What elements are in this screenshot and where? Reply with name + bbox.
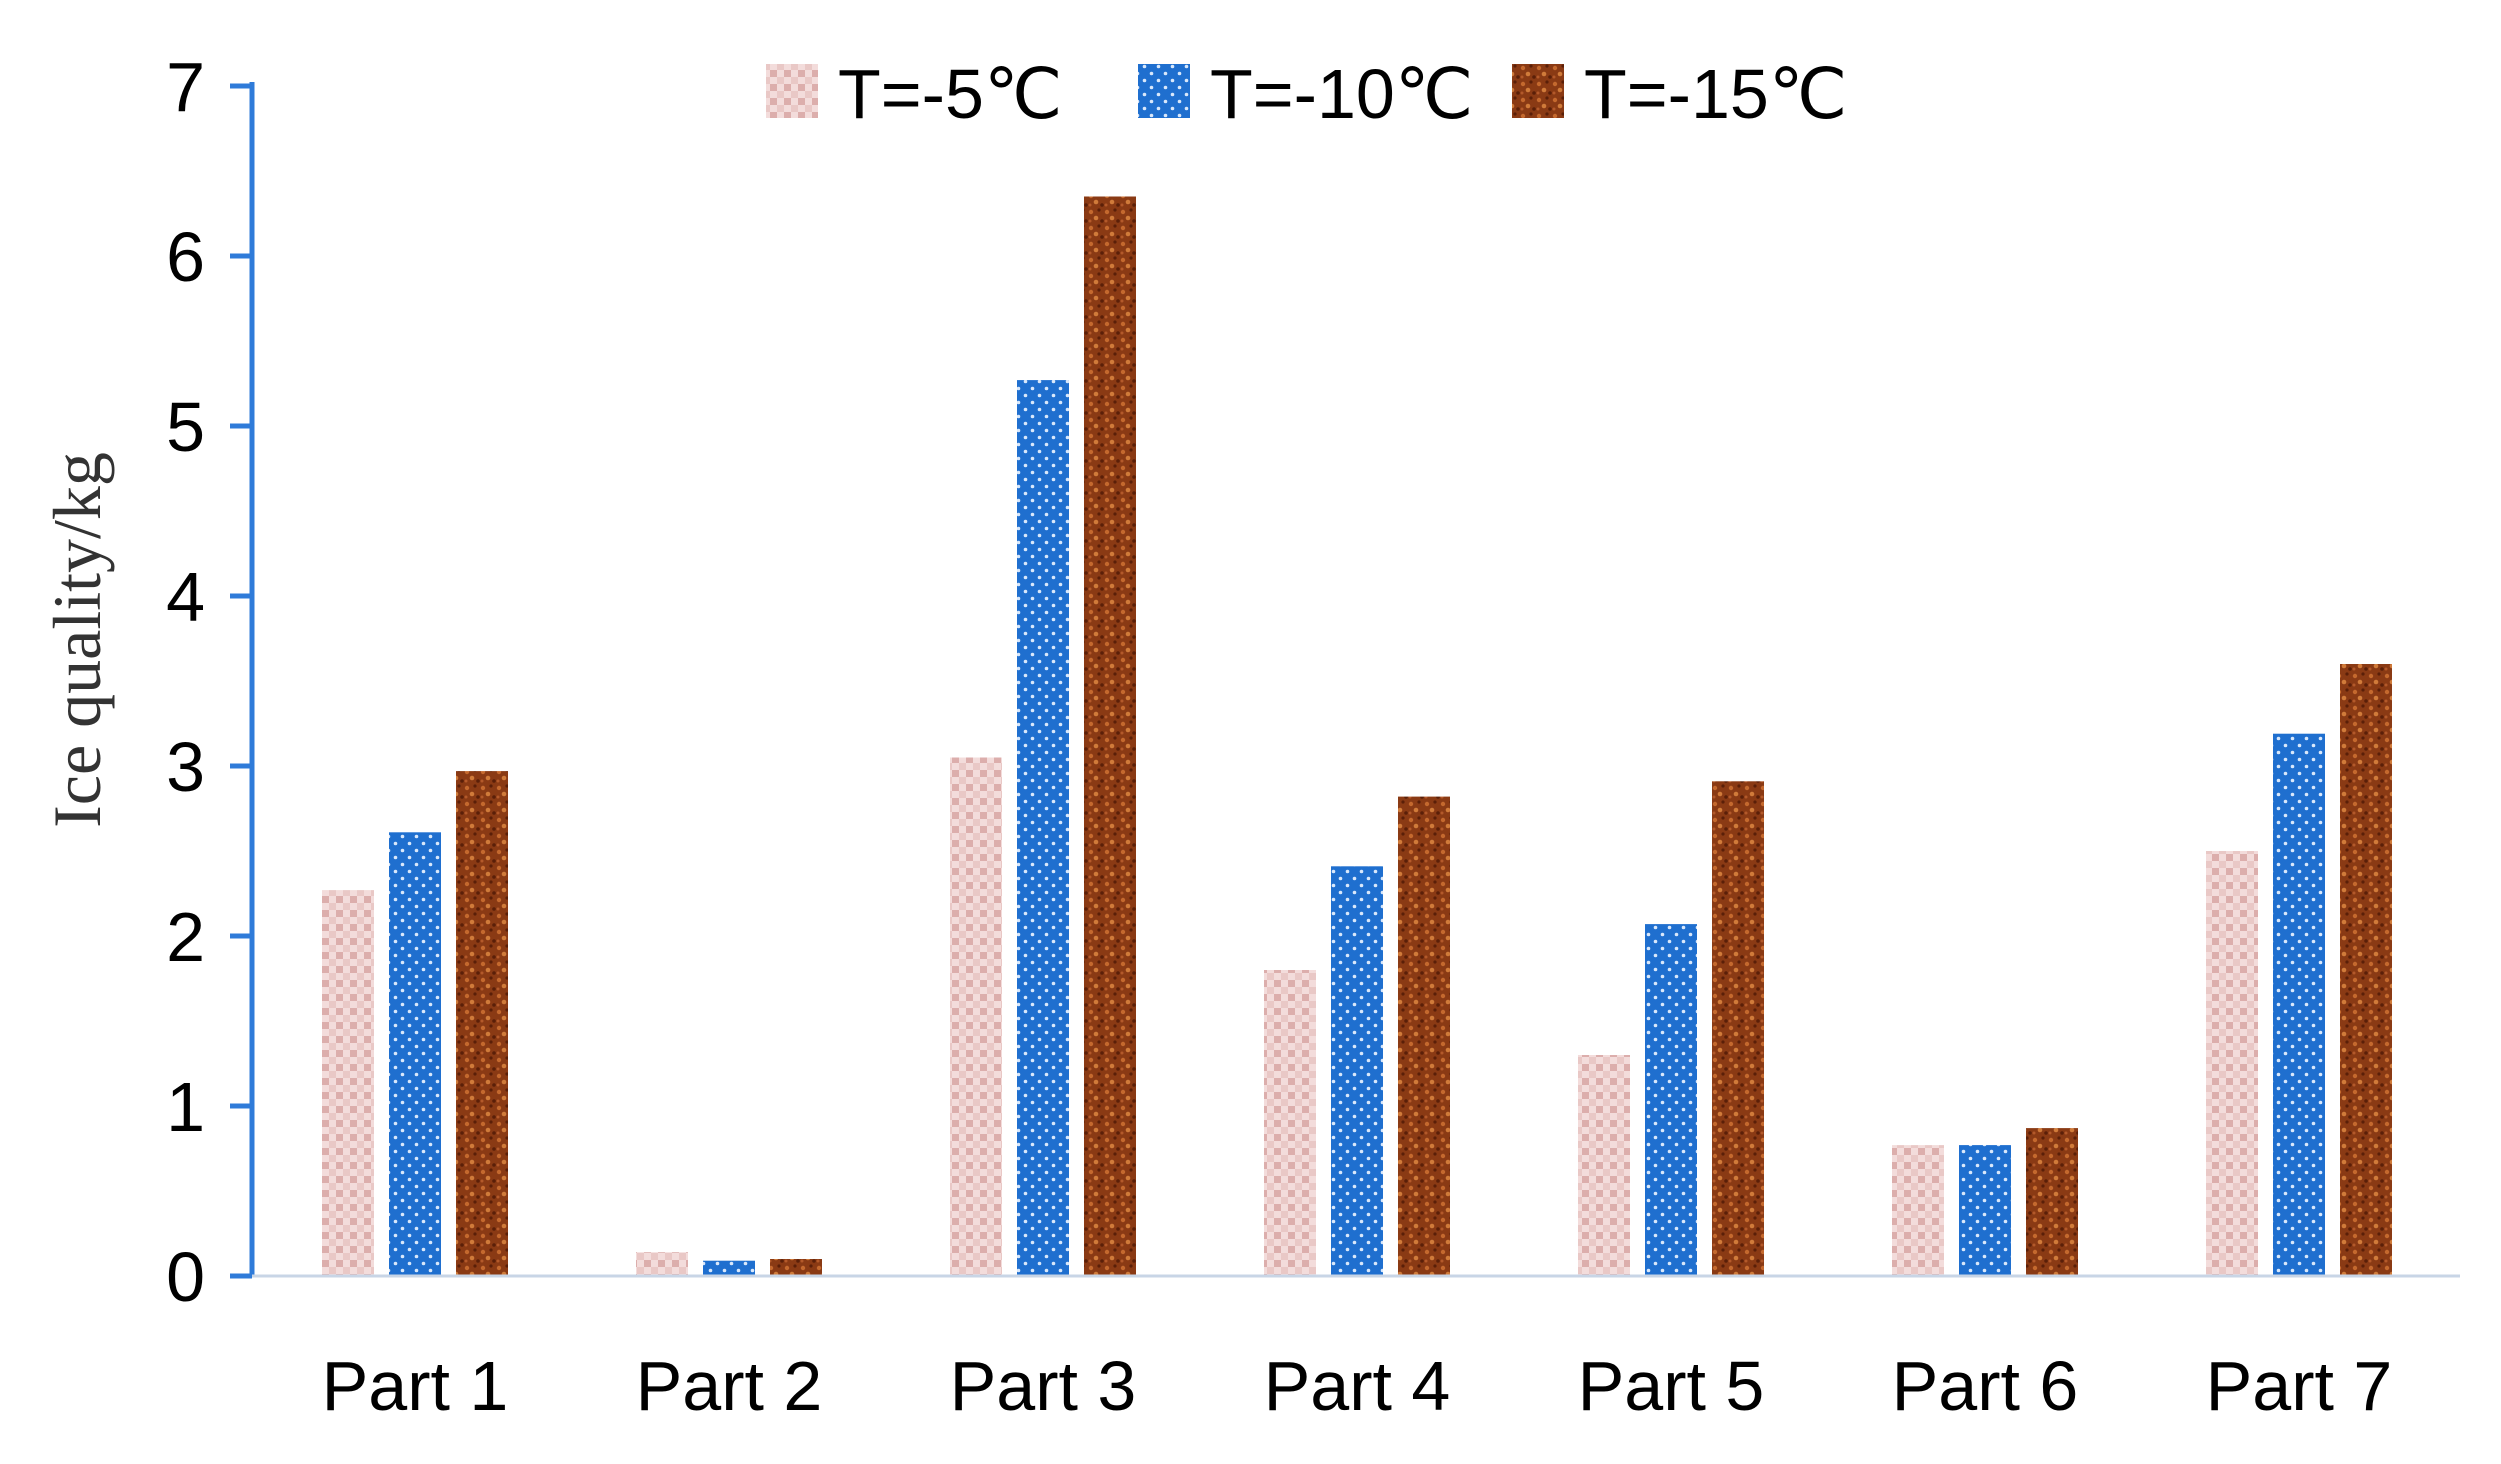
bar-3-5 [1712, 781, 1764, 1276]
x-tick-label: Part 5 [1578, 1347, 1765, 1425]
bar-3-7 [2340, 664, 2392, 1276]
y-tick-label: 2 [166, 898, 205, 976]
x-tick-label: Part 3 [950, 1347, 1137, 1425]
y-tick-label: 4 [166, 558, 205, 636]
x-axis-ticks: Part 1 Part 2 Part 3 Part 4 Part 5 Part 6 Part… [322, 1347, 2393, 1425]
bar-1-2 [636, 1252, 688, 1276]
bar-1-4 [1264, 970, 1316, 1276]
y-tick-label: 3 [166, 728, 205, 806]
legend-swatch [1512, 64, 1564, 118]
y-tick-label: 7 [166, 48, 205, 126]
y-axis-ticks: 0 1 2 3 4 5 6 7 [166, 48, 252, 1316]
bar-3-2 [770, 1259, 822, 1276]
bar-2-5 [1645, 924, 1697, 1276]
bar-3-3 [1084, 196, 1136, 1276]
x-tick-label: Part 7 [2206, 1347, 2393, 1425]
bar-3-1 [456, 771, 508, 1276]
bar-1-6 [1892, 1145, 1944, 1276]
legend-swatch [1138, 64, 1190, 118]
bar-1-7 [2206, 851, 2258, 1276]
y-axis-label: Ice quality/kg [39, 452, 115, 828]
bar-3-4 [1398, 796, 1450, 1276]
bar-2-6 [1959, 1145, 2011, 1276]
bar-2-2 [703, 1260, 755, 1276]
legend-label: T=-15℃ [1584, 55, 1847, 133]
y-tick-label: 6 [166, 218, 205, 296]
legend: T=-5℃ T=-10℃ T=-15℃ [766, 55, 1847, 133]
legend-swatch [766, 64, 818, 118]
bar-1-1 [322, 890, 374, 1276]
bars [322, 196, 2392, 1277]
bar-1-5 [1578, 1055, 1630, 1276]
bar-2-4 [1331, 866, 1383, 1276]
x-tick-label: Part 1 [322, 1347, 509, 1425]
x-tick-label: Part 6 [1892, 1347, 2079, 1425]
x-tick-label: Part 2 [636, 1347, 823, 1425]
legend-label: T=-5℃ [838, 55, 1063, 133]
x-tick-label: Part 4 [1264, 1347, 1451, 1425]
bar-2-3 [1017, 380, 1069, 1277]
y-tick-label: 0 [166, 1238, 205, 1316]
bar-2-1 [389, 832, 441, 1276]
legend-label: T=-10℃ [1210, 55, 1473, 133]
bar-3-6 [2026, 1128, 2078, 1276]
y-tick-label: 1 [166, 1068, 205, 1146]
bar-1-3 [950, 757, 1002, 1276]
y-tick-label: 5 [166, 388, 205, 466]
bar-2-7 [2273, 733, 2325, 1276]
